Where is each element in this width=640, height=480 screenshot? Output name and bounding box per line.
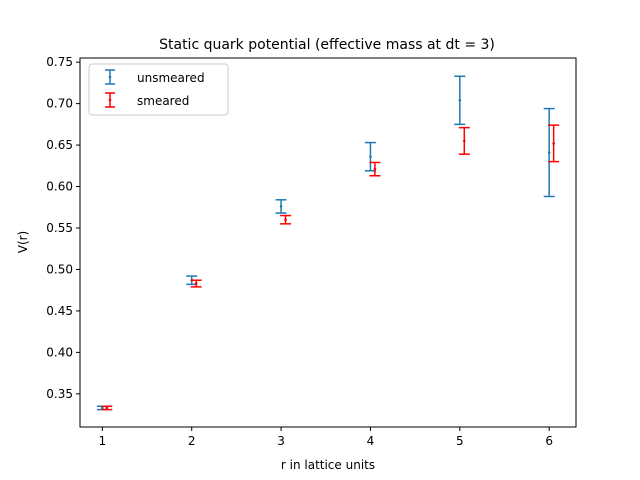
y-tick-label: 0.60 [46,180,73,194]
data-point-unsmeared-5 [454,75,466,126]
point-marker [458,98,462,102]
y-tick-label: 0.55 [46,221,73,235]
legend-marker-smeared [105,92,115,108]
point-marker [284,218,287,221]
x-axis-label: r in lattice units [281,458,375,472]
point-marker [547,151,551,154]
data-point-smeared-3 [280,214,292,225]
x-tick-label: 2 [188,434,196,448]
plot-area [96,75,560,411]
x-axis: 1 2 3 4 5 6 [99,427,553,448]
legend-frame [88,63,229,116]
y-tick-label: 0.65 [46,138,73,152]
axes-frame [79,57,577,428]
x-tick-label: 6 [545,434,553,448]
point-marker [101,406,104,410]
y-tick-label: 0.70 [46,97,73,111]
legend-label-smeared: smeared [137,94,189,108]
x-tick-label: 4 [367,434,375,448]
point-marker [279,205,283,208]
legend-label-unsmeared: unsmeared [137,71,205,85]
x-tick-label: 1 [99,434,107,448]
point-marker [194,282,198,285]
data-point-smeared-5 [458,126,470,155]
y-tick-label: 0.40 [46,345,73,359]
point-marker [552,142,555,145]
y-tick-label: 0.50 [46,262,73,276]
point-marker [105,406,109,410]
chart-title: Static quark potential (effective mass a… [159,37,495,53]
data-point-smeared-1 [101,405,113,411]
data-point-unsmeared-6 [543,107,555,198]
y-axis: 0.35 0.40 0.45 0.50 0.55 0.60 0.65 0.70 0.75 [46,55,80,401]
legend-point [108,98,112,102]
data-point-smeared-4 [369,161,381,177]
point-marker [369,155,372,158]
y-tick-label: 0.35 [46,387,73,401]
data-point-unsmeared-4 [364,141,376,172]
data-point-unsmeared-3 [275,199,287,214]
point-marker [373,167,377,171]
legend-marker-unsmeared [105,69,115,85]
y-tick-label: 0.45 [46,304,73,318]
data-point-smeared-2 [190,279,202,288]
x-tick-label: 3 [277,434,285,448]
legend-point [108,75,112,79]
legend: unsmeared smeared [88,63,229,116]
data-point-smeared-6 [548,124,560,163]
y-axis-label: V(r) [16,231,30,254]
x-tick-label: 5 [456,434,464,448]
y-tick-label: 0.75 [46,55,73,69]
point-marker [462,139,466,143]
